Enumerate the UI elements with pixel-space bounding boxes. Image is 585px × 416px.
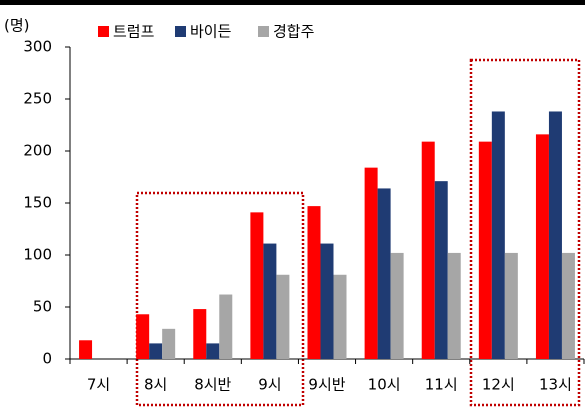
x-tick-label: 13시 [539,376,572,394]
top-rule [0,0,585,5]
bar [320,243,334,359]
bar [79,340,93,359]
y-tick-label: 0 [42,350,52,368]
x-tick-label: 9시 [258,376,281,394]
y-tick-label: 50 [33,298,52,316]
bar [561,252,575,359]
bar [333,274,347,359]
bar [206,343,220,359]
bar [250,212,264,359]
bar [263,243,277,359]
x-tick-label: 8시반 [194,376,231,394]
y-tick-label: 150 [23,194,52,212]
legend-swatch [258,26,269,37]
bar [491,111,505,359]
x-tick-label: 9시반 [308,376,345,394]
x-tick-label: 11시 [425,376,458,394]
bar [307,206,321,359]
y-tick-label: 300 [23,38,52,56]
bar [548,111,562,359]
legend-swatch [175,26,186,37]
bar [162,328,176,359]
y-tick-label: 250 [23,90,52,108]
bar [421,141,435,359]
highlight-box [469,58,581,407]
bar [535,134,549,359]
bar [504,252,518,359]
bar [193,309,207,359]
bar [478,141,492,359]
legend-label: 경합주 [273,23,314,41]
x-tick-label: 10시 [368,376,401,394]
bar [136,314,150,359]
bar [434,181,448,359]
bar [447,252,461,359]
bar [390,252,404,359]
bar [219,294,233,359]
legend-label: 트럼프 [113,23,155,41]
highlight-box [135,191,305,407]
x-tick-label: 7시 [87,376,110,394]
x-tick-label: 12시 [482,376,515,394]
legend-swatch [98,26,109,37]
y-tick-label: 200 [23,142,52,160]
bar [276,274,290,359]
y-unit-label: (명) [4,17,30,35]
y-tick-label: 100 [23,246,52,264]
bar [364,167,378,359]
bar [377,188,391,359]
x-tick-label: 8시 [144,376,167,394]
legend-label: 바이든 [190,23,232,41]
bar [149,343,163,359]
